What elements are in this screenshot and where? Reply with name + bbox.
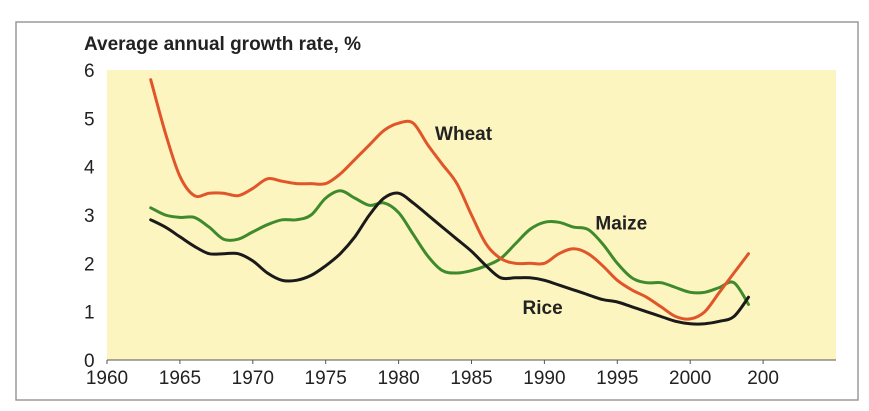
- series-line-maize: [149, 189, 750, 306]
- x-axis-tick-labels: 1960 1965 1970 1975 1980 1985 1990 1995 2000 200: [86, 360, 779, 389]
- y-tick-label: 0: [84, 351, 95, 372]
- series-lines: [149, 78, 750, 326]
- y-tick-label: 4: [84, 158, 95, 179]
- series-labels: Wheat Maize Rice: [435, 124, 647, 319]
- x-tick-label: 2000: [669, 368, 711, 389]
- y-tick-label: 5: [84, 109, 95, 130]
- series-line-rice: [149, 191, 750, 326]
- series-label-maize: Maize: [595, 214, 647, 235]
- y-tick-label: 3: [84, 206, 95, 227]
- series-label-rice: Rice: [523, 298, 563, 319]
- y-tick-label: 1: [84, 303, 95, 324]
- x-tick-label: 1985: [450, 368, 492, 389]
- x-tick-label: 1965: [159, 368, 201, 389]
- y-axis-tick-labels: 0 1 2 3 4 5 6: [84, 61, 95, 372]
- x-tick-label: 1980: [377, 368, 419, 389]
- series-label-wheat: Wheat: [435, 124, 493, 145]
- x-tick-label: 1990: [523, 368, 565, 389]
- y-tick-label: 6: [84, 61, 95, 82]
- x-tick-label: 1975: [305, 368, 347, 389]
- x-tick-label: 1995: [596, 368, 638, 389]
- y-tick-label: 2: [84, 254, 95, 275]
- chart-title: Average annual growth rate, %: [84, 34, 361, 55]
- x-tick-label: 1960: [86, 368, 128, 389]
- series-line-wheat: [149, 78, 750, 321]
- x-tick-label: 200: [747, 368, 779, 389]
- x-tick-label: 1970: [232, 368, 274, 389]
